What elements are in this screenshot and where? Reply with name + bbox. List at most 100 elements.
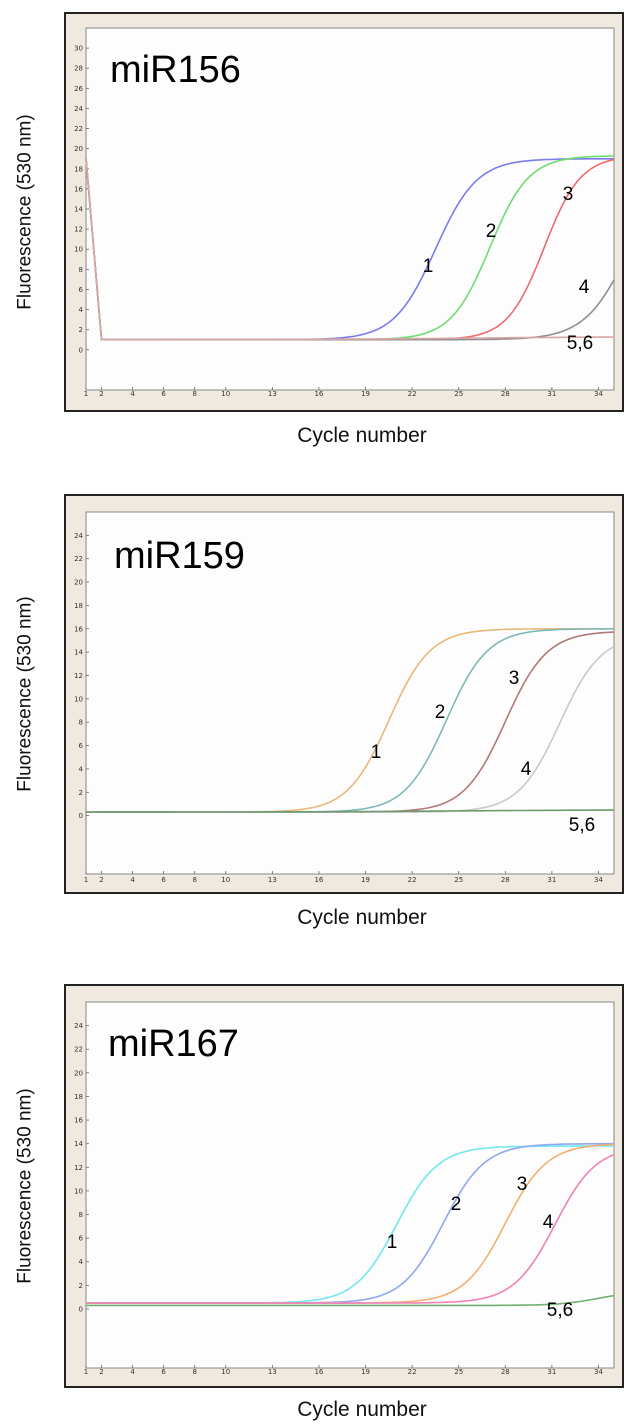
- y-tick-label: 24: [74, 105, 83, 113]
- y-tick-label: 0: [79, 812, 83, 820]
- x-tick-label: 13: [268, 390, 277, 398]
- x-tick-label: 31: [547, 876, 556, 884]
- x-tick-label: 2: [99, 390, 103, 398]
- curve-label: 4: [521, 759, 532, 780]
- x-tick-label: 19: [361, 1368, 370, 1376]
- y-tick-label: 2: [79, 326, 83, 334]
- y-tick-label: 14: [74, 649, 83, 657]
- curve-label: 3: [509, 668, 520, 689]
- x-tick-label: 1: [84, 1368, 88, 1376]
- series-line-5-6: [86, 1294, 615, 1307]
- plot-area: [85, 1001, 615, 1369]
- x-tick-label: 22: [408, 1368, 417, 1376]
- x-tick-label: 28: [501, 390, 510, 398]
- chart-panel-3: Fluorescence (530 nm) 24 22 20 18 16 14 12 10 8 6…: [0, 972, 624, 1424]
- y-tick-label: 10: [74, 1187, 83, 1195]
- x-tick-label: 1: [84, 876, 88, 884]
- y-tick-label: 18: [74, 602, 83, 610]
- x-tick-label: 10: [221, 390, 230, 398]
- curve-label: 2: [486, 221, 497, 242]
- x-tick-label: 4: [130, 1368, 135, 1376]
- x-tick-label: 25: [454, 1368, 463, 1376]
- curve-label: 1: [387, 1232, 398, 1253]
- x-tick-label: 34: [594, 876, 603, 884]
- x-axis-label: Cycle number: [297, 906, 427, 929]
- chart-title: miR159: [114, 535, 245, 577]
- y-tick-label: 22: [74, 125, 83, 133]
- chart-panel-2: Fluorescence (530 nm) 24 22 20 18 16 14 12 10 8 6…: [0, 482, 624, 952]
- x-tick-label: 25: [454, 390, 463, 398]
- x-tick-label: 10: [221, 876, 230, 884]
- y-tick-label: 18: [74, 165, 83, 173]
- y-tick-label: 20: [74, 1069, 83, 1077]
- plot-area: [85, 511, 615, 875]
- x-tick-label: 8: [192, 1368, 196, 1376]
- x-tick-label: 19: [361, 876, 370, 884]
- curve-label: 2: [451, 1194, 462, 1215]
- series-line-5-6: [86, 809, 614, 813]
- series-line-5-6: [85, 158, 614, 341]
- y-tick-label: 20: [74, 579, 83, 587]
- x-tick-label: 28: [501, 876, 510, 884]
- y-tick-label: 4: [79, 1258, 84, 1266]
- y-tick-label: 24: [74, 1022, 83, 1030]
- x-axis-label: Cycle number: [297, 1398, 427, 1421]
- y-tick-label: 2: [79, 789, 83, 797]
- x-tick-label: 25: [454, 876, 463, 884]
- y-tick-label: 12: [74, 226, 83, 234]
- y-tick-label: 8: [79, 266, 83, 274]
- curve-label: 4: [579, 277, 590, 298]
- y-tick-label: 6: [79, 286, 84, 294]
- x-tick-label: 8: [192, 876, 196, 884]
- y-tick-label: 2: [79, 1282, 83, 1290]
- x-tick-label: 6: [161, 390, 166, 398]
- curve-label: 5,6: [547, 1300, 573, 1321]
- chart-title: miR156: [110, 49, 241, 91]
- x-tick-label: 16: [314, 390, 323, 398]
- y-tick-label: 0: [79, 1305, 83, 1313]
- curve-label: 2: [435, 702, 446, 723]
- y-tick-label: 6: [79, 742, 84, 750]
- chart-title: miR167: [108, 1023, 239, 1065]
- x-tick-label: 31: [547, 390, 556, 398]
- x-tick-label: 16: [314, 876, 323, 884]
- x-tick-label: 19: [361, 390, 370, 398]
- y-tick-label: 8: [79, 719, 83, 727]
- y-tick-label: 16: [74, 185, 83, 193]
- x-tick-label: 16: [314, 1368, 323, 1376]
- curve-label: 1: [371, 742, 382, 763]
- x-tick-label: 4: [130, 390, 135, 398]
- y-tick-label: 22: [74, 555, 83, 563]
- curve-label: 3: [517, 1174, 528, 1195]
- x-tick-label: 10: [221, 1368, 230, 1376]
- x-tick-label: 2: [99, 876, 103, 884]
- x-tick-label: 8: [192, 390, 196, 398]
- y-tick-label: 8: [79, 1211, 83, 1219]
- y-tick-label: 14: [74, 206, 83, 214]
- x-tick-label: 1: [84, 390, 88, 398]
- x-tick-label: 13: [268, 1368, 277, 1376]
- x-tick-label: 31: [547, 1368, 556, 1376]
- y-tick-label: 10: [74, 246, 83, 254]
- series-line-4: [86, 1153, 615, 1304]
- x-tick-label: 2: [99, 1368, 103, 1376]
- x-tick-label: 6: [161, 876, 166, 884]
- plot-area: [85, 27, 615, 391]
- x-tick-label: 28: [501, 1368, 510, 1376]
- y-tick-label: 0: [79, 346, 83, 354]
- x-tick-label: 4: [130, 876, 135, 884]
- x-axis-label: Cycle number: [297, 424, 427, 447]
- curve-label: 3: [563, 184, 574, 205]
- y-tick-label: 12: [74, 672, 83, 680]
- curve-label: 4: [543, 1212, 554, 1233]
- y-tick-label: 4: [79, 765, 84, 773]
- y-tick-label: 12: [74, 1164, 83, 1172]
- y-tick-label: 26: [74, 85, 83, 93]
- y-tick-label: 4: [79, 306, 84, 314]
- x-tick-label: 6: [161, 1368, 166, 1376]
- x-tick-label: 22: [408, 390, 417, 398]
- y-tick-label: 16: [74, 625, 83, 633]
